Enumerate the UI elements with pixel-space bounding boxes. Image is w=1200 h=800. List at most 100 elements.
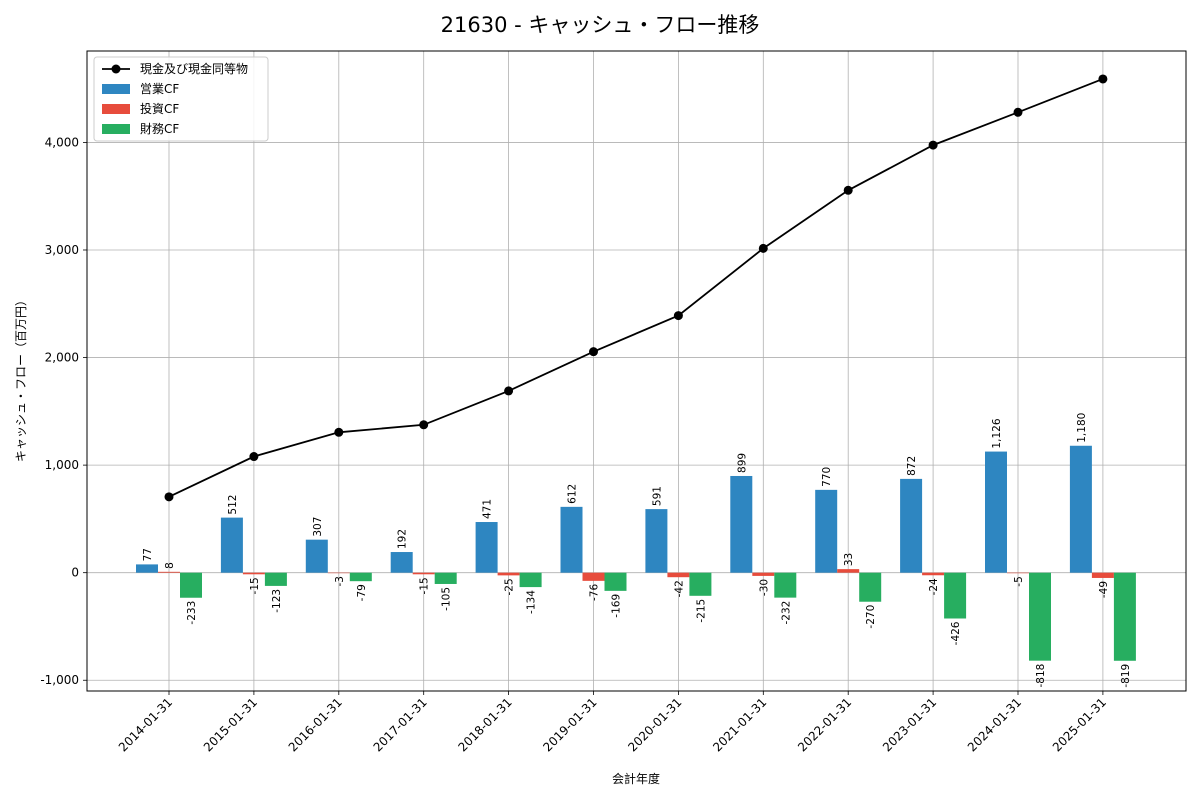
bar-1 [220,517,243,573]
y-tick-label: -1,000 [40,673,79,687]
x-tick-label: 2022-01-31 [795,695,854,754]
bar-3 [859,572,882,602]
data-label: -105 [441,587,453,611]
data-label: 192 [397,529,409,549]
data-label: -5 [1013,576,1025,586]
axes: -1,000 0 1,000 2,000 3,000 4,000 2014-01-31 201… [40,50,1187,754]
y-tick-label: 3,000 [45,243,79,257]
bar-3 [774,572,797,598]
cash-balance-point [928,140,938,150]
cash-balance-point [1098,74,1108,84]
cash-balance-line [168,78,1104,498]
bar-3 [689,572,712,596]
legend-box [93,56,269,142]
x-tick-label: 2016-01-31 [286,695,345,754]
data-label: -30 [758,579,770,596]
data-label: -134 [526,590,538,614]
legend-bar-swatch [102,124,130,134]
data-label: -123 [271,589,283,613]
cash-balance-point [1013,107,1023,117]
data-label: 1,126 [991,418,1003,448]
bar-1 [815,489,838,573]
legend-label: 投資CF [140,101,179,116]
bar-1 [475,522,498,573]
legend-label: 営業CF [140,82,179,96]
bar-2 [582,572,605,581]
bar-2 [242,572,265,575]
bar-2 [158,571,180,573]
data-label: -24 [928,578,940,595]
data-label: 770 [821,467,833,487]
bar-series [136,445,1136,661]
bar-1 [390,552,413,573]
x-tick-label: 2021-01-31 [710,695,769,754]
data-label: 77 [142,548,154,561]
y-tick-label: 4,000 [45,135,79,149]
data-labels: 77 512 307 192 471 612 591 899 770 872 1,126 1,180 8… [142,413,1132,688]
data-label: -3 [334,576,346,586]
data-label: -232 [780,601,792,625]
bar-2 [1007,572,1029,574]
bar-2 [1091,572,1114,578]
bar-1 [985,451,1007,573]
data-label: -76 [589,584,601,601]
bar-2 [497,572,520,576]
legend-bar-swatch [102,84,130,94]
data-label: 872 [906,456,918,476]
bar-3 [944,572,967,619]
data-label: 8 [164,562,176,569]
legend-label: 財務CF [140,121,179,136]
y-tick-label: 2,000 [45,351,79,365]
line-series [164,74,1108,502]
bar-3 [180,572,202,598]
plot-frame [86,50,1187,692]
y-tick-label: 1,000 [45,458,79,472]
data-label: 33 [843,553,855,566]
cash-balance-point [673,311,683,321]
bar-3 [434,572,457,584]
x-tick-label: 2024-01-31 [965,695,1024,754]
data-label: -49 [1098,581,1110,598]
data-label: -15 [249,577,261,594]
bar-1 [645,509,668,573]
data-label: -79 [356,584,368,601]
data-label: 512 [227,495,239,515]
bar-1 [900,478,923,573]
grid-lines [87,51,1186,691]
cash-balance-point [249,452,259,462]
x-axis-label: 会計年度 [612,771,660,786]
data-label: -25 [504,578,516,595]
data-label: 471 [482,499,494,519]
x-tick-label: 2017-01-31 [371,695,430,754]
data-label: -818 [1035,664,1047,688]
data-label: -215 [695,599,707,623]
bar-2 [922,572,945,576]
chart-title: 21630 - キャッシュ・フロー推移 [441,13,760,37]
bar-3 [1029,572,1051,661]
x-tick-label: 2019-01-31 [540,695,599,754]
x-tick-label: 2020-01-31 [625,695,684,754]
bar-1 [305,539,328,573]
data-label: 899 [736,453,748,473]
y-axis-label: キャッシュ・フロー（百万円） [14,294,28,462]
x-tick-label: 2023-01-31 [880,695,939,754]
bar-3 [264,572,287,586]
legend-label: 現金及び現金同等物 [140,61,248,76]
cash-balance-point [419,420,429,430]
legend-marker [111,64,121,74]
bar-2 [327,572,350,574]
x-tick-label: 2014-01-31 [116,695,175,754]
data-label: 1,180 [1076,413,1088,443]
bar-1 [730,475,753,573]
bar-2 [752,572,775,576]
bar-3 [1113,572,1136,661]
data-label: 591 [651,486,663,506]
bar-2 [837,569,860,573]
cash-balance-point [589,347,598,357]
bar-1 [136,564,158,573]
data-label: -15 [419,577,431,594]
bar-3 [519,572,542,588]
